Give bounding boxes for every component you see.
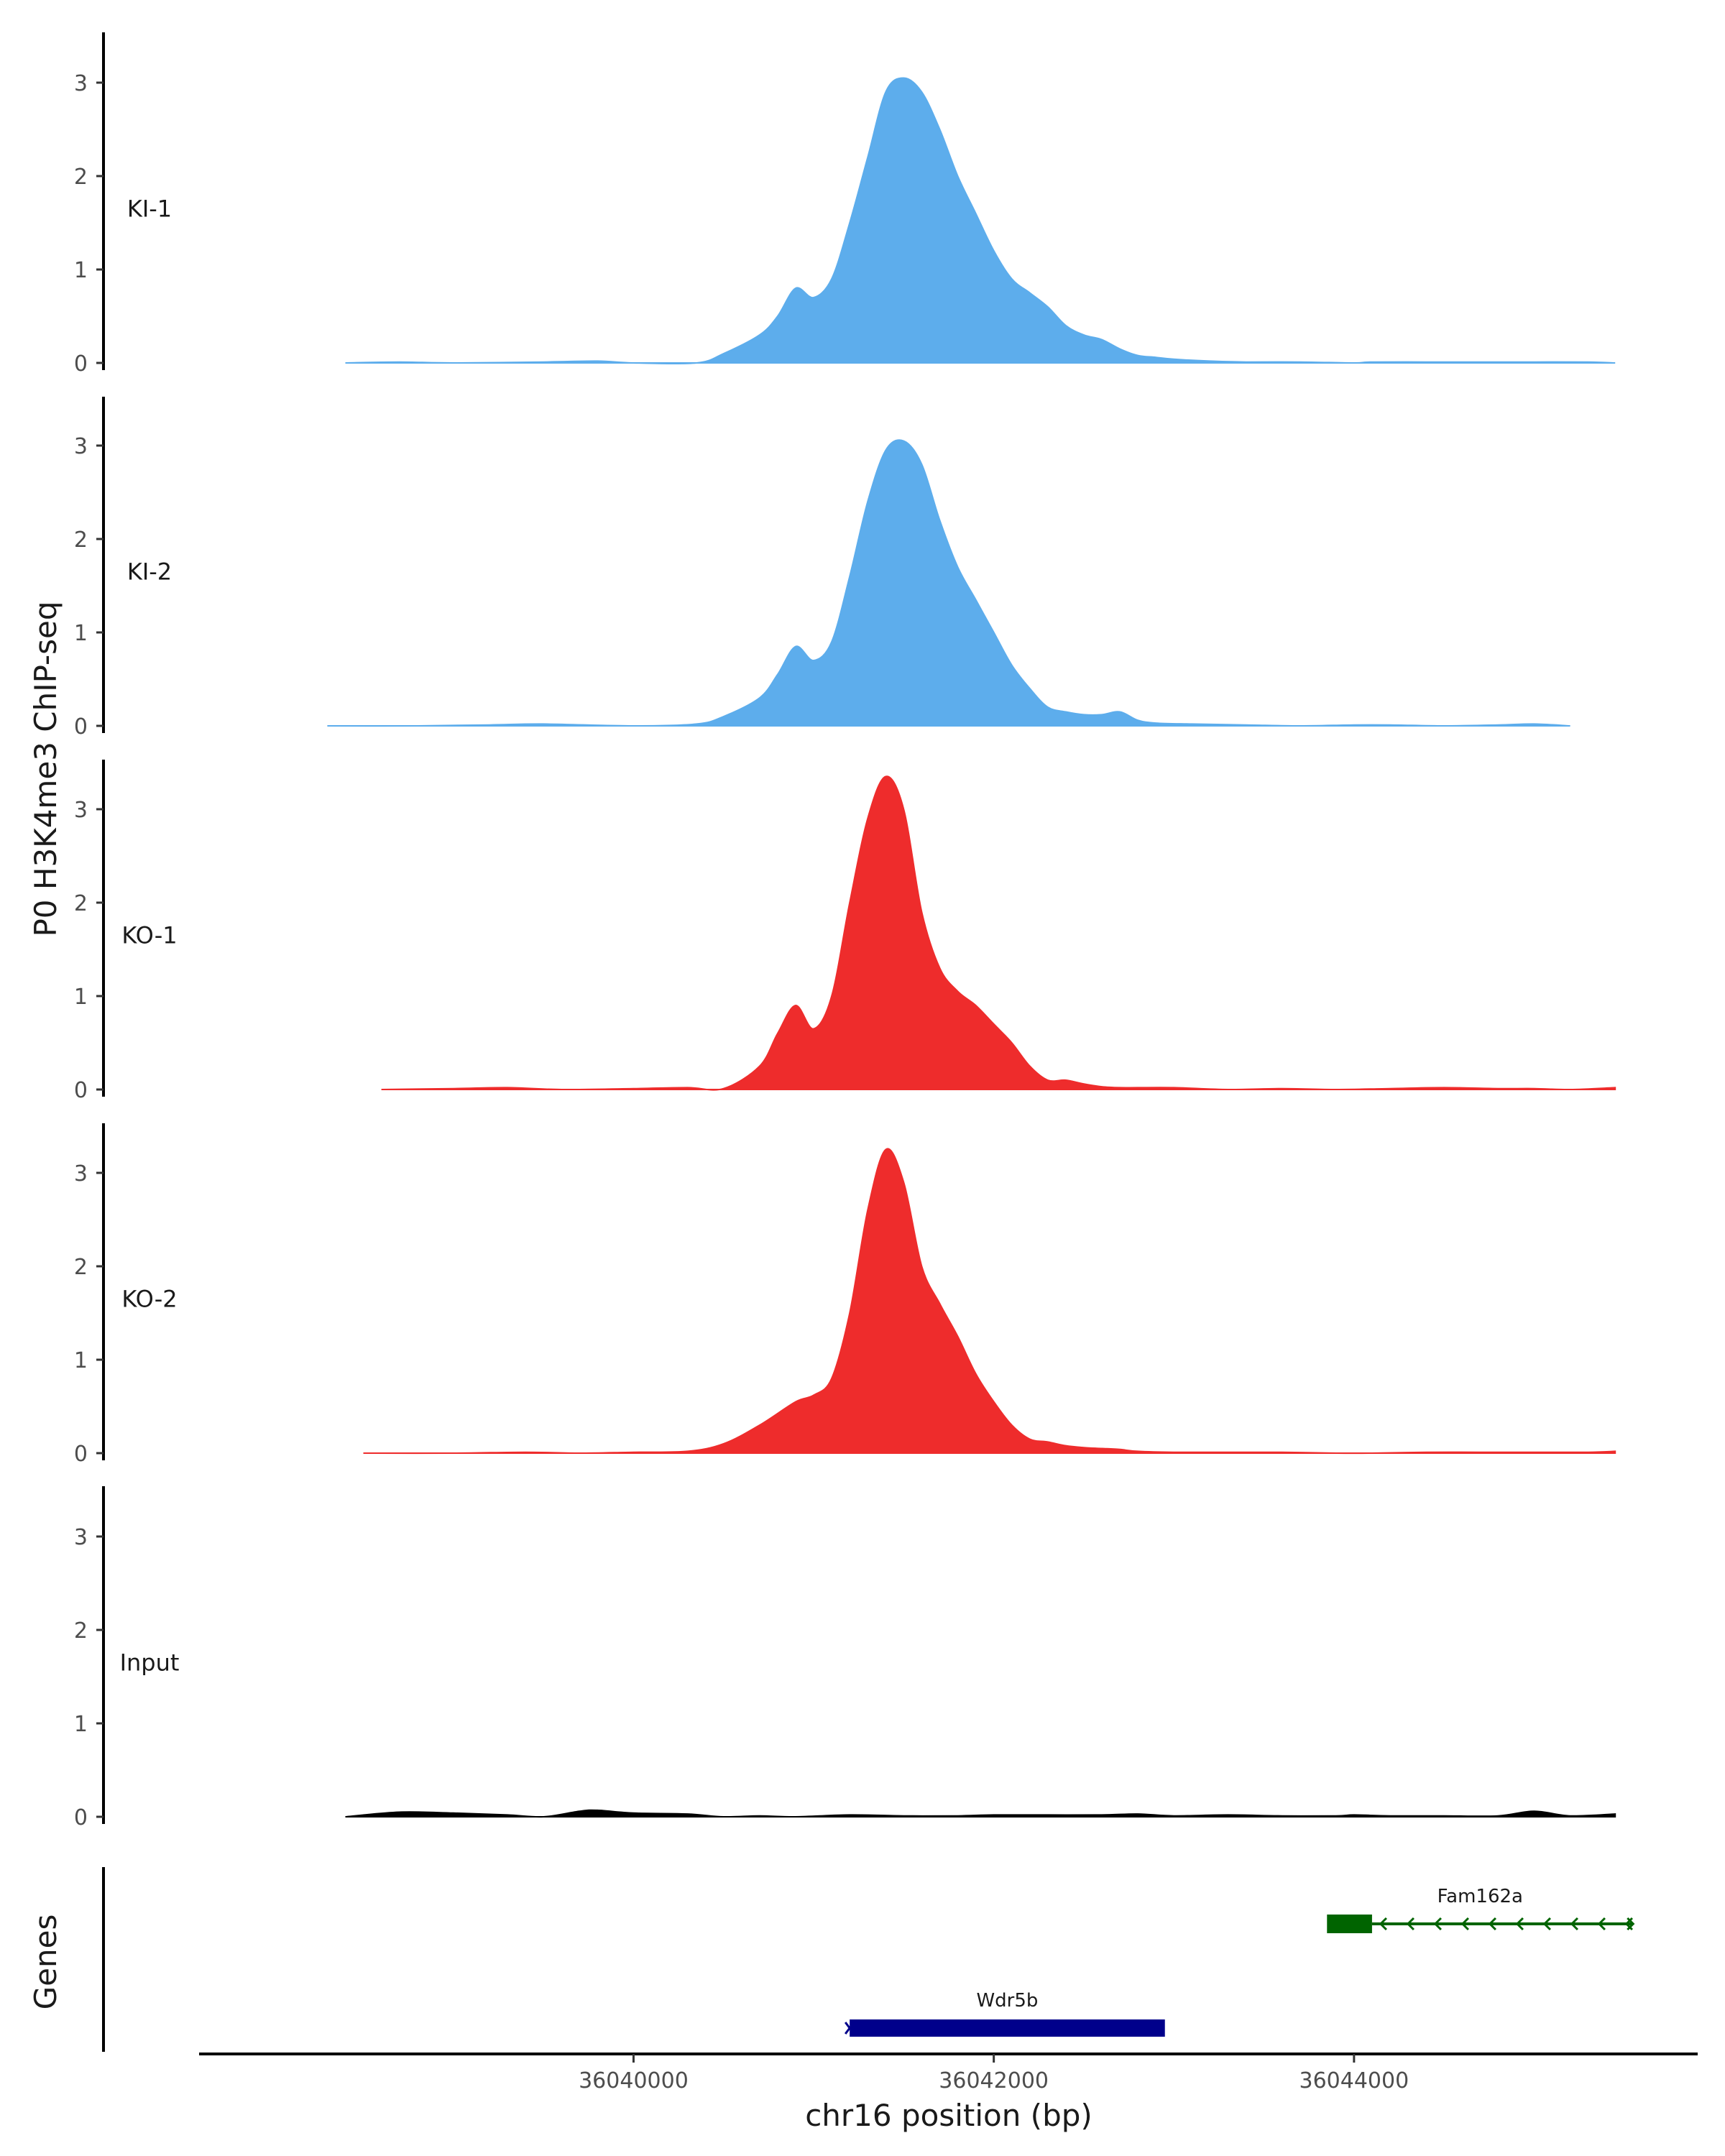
track-ki-2: 0 1 2 3 KI-2 <box>74 397 1570 740</box>
track-label: KO-1 <box>121 922 177 949</box>
coverage-area-input <box>345 1809 1616 1818</box>
gene-exon <box>850 2019 1165 2037</box>
y-tick-label: 2 <box>74 1618 88 1644</box>
y-tick-label: 3 <box>74 71 88 96</box>
y-tick-label: 2 <box>74 528 88 553</box>
x-tick-label: 36042000 <box>939 2068 1049 2093</box>
y-tick-label: 0 <box>74 1805 88 1830</box>
coverage-area-ko-2 <box>363 1148 1616 1455</box>
gene-track: Wdr5b Fam162a <box>102 1867 1635 2052</box>
strand-arrow <box>1488 1917 1496 1931</box>
track-ko-1: 0 1 2 3 KO-1 <box>74 760 1616 1103</box>
strand-arrow <box>1406 1917 1414 1931</box>
gene-wdr5b: Wdr5b <box>844 1990 1165 2037</box>
gene-end-mark <box>844 2022 855 2035</box>
track-label: KI-1 <box>127 195 172 223</box>
y-tick-label: 0 <box>74 714 88 740</box>
y-tick-label: 3 <box>74 1525 88 1550</box>
y-tick-label: 2 <box>74 891 88 916</box>
y-tick-label: 3 <box>74 798 88 823</box>
gene-end-mark <box>1627 1917 1635 1931</box>
x-tick-label: 36040000 <box>579 2068 689 2093</box>
strand-arrow <box>1460 1917 1469 1931</box>
coverage-area-ki-2 <box>327 439 1570 727</box>
track-ki-1: 0 1 2 3 KI-1 <box>74 32 1616 377</box>
y-tick-label: 1 <box>74 258 88 283</box>
y-tick-label: 3 <box>74 1161 88 1187</box>
track-label: KI-2 <box>127 558 172 586</box>
y-tick-label: 2 <box>74 165 88 190</box>
y-tick-label: 0 <box>74 351 88 377</box>
coverage-area-ko-1 <box>381 775 1616 1091</box>
genes-axis-title: Genes <box>28 1915 63 2010</box>
gene-label: Wdr5b <box>976 1990 1038 2012</box>
strand-arrow <box>1597 1917 1606 1931</box>
track-label: KO-2 <box>121 1286 177 1313</box>
x-axis-title: chr16 position (bp) <box>805 2098 1092 2133</box>
coverage-area-ki-1 <box>345 77 1616 365</box>
y-tick-label: 2 <box>74 1255 88 1280</box>
y-tick-label: 0 <box>74 1442 88 1467</box>
strand-arrow <box>1379 1917 1387 1931</box>
x-axis: 36040000 36042000 36044000 <box>199 2053 1698 2093</box>
gene-exon <box>1327 1915 1372 1933</box>
strand-arrow <box>1433 1917 1442 1931</box>
x-tick-label: 36044000 <box>1300 2068 1409 2093</box>
strand-arrow <box>1515 1917 1524 1931</box>
track-ko-2: 0 1 2 3 KO-2 <box>74 1123 1616 1467</box>
y-tick-label: 1 <box>74 1712 88 1737</box>
y-tick-label: 0 <box>74 1078 88 1103</box>
y-tick-label: 1 <box>74 621 88 646</box>
strand-arrow <box>1542 1917 1551 1931</box>
gene-fam162a: Fam162a <box>1327 1886 1635 1933</box>
coverage-tracks: 0 1 2 3 KI-1 0 1 2 3 KI-2 0 1 2 3 KO-1 0 1 2 3 KO-2 0 1 2 3 Inpu… <box>74 32 1616 1830</box>
track-input: 0 1 2 3 Input <box>74 1486 1616 1830</box>
track-label: Input <box>120 1649 180 1677</box>
gene-label: Fam162a <box>1438 1886 1523 1907</box>
y-axis-title: P0 H3K4me3 ChIP-seq <box>28 601 63 936</box>
y-tick-label: 1 <box>74 1348 88 1373</box>
strand-arrow <box>1570 1917 1578 1931</box>
y-tick-label: 1 <box>74 985 88 1010</box>
y-tick-label: 3 <box>74 434 88 459</box>
